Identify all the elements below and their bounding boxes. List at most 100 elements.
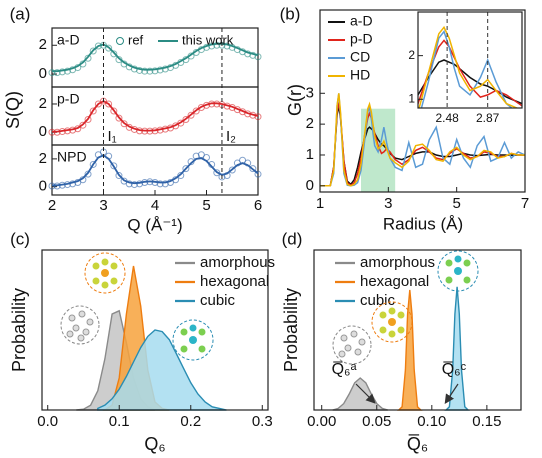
ref-point [94,100,102,108]
x-tick-label: 0.10 [417,413,446,430]
inset-series-line [420,30,513,108]
ref-point [254,113,262,121]
distribution-area [397,289,423,411]
distribution-area [332,377,388,411]
ref-point [254,53,262,61]
ref-point [110,162,118,170]
x-tick-label: 5 [452,195,460,212]
y-tick-label: 0 [39,123,47,140]
subpanel-label: p-D [57,91,80,107]
y-axis-label: G(r) [285,84,305,116]
subpanel-label: a-D [57,32,80,48]
ref-point [89,47,97,55]
ref-point [53,69,61,77]
ref-point [79,121,87,129]
ref-point [110,107,118,115]
inset-frame [417,11,523,109]
ref-point [254,170,262,178]
y-tick-label: 2 [408,48,415,62]
x-tick-label: 5 [202,197,210,214]
y-axis-label: S(Q) [3,91,23,129]
x-tick-label: 0.0 [37,413,58,430]
x-axis-label: Q̅₆ [407,434,428,454]
x-tick-label: 3 [384,195,392,212]
subpanel-label: NPD [57,149,87,165]
inset-series-line [418,25,519,108]
ref-point [84,116,92,124]
y-tick-label: 0 [306,177,314,194]
y-tick-label: 3 [306,84,314,101]
x-tick-label: 0.2 [180,413,201,430]
x-tick-label: 2 [48,197,56,214]
icon-hexagonal [371,301,413,343]
series-line [320,93,525,187]
x-tick-label: 0.05 [362,413,391,430]
ref-point [48,69,56,77]
arrow [355,383,376,404]
icon-cubic [172,319,214,361]
x-tick-label: 1 [316,195,324,212]
panel-label: (a) [10,4,31,23]
ref-point [115,114,123,122]
fit-line [52,154,259,187]
legend-label: HD [350,67,370,83]
ref-point [156,180,164,188]
legend-label: this work [182,32,234,47]
legend-label: hexagonal [200,273,269,290]
molecule-icons [60,250,479,365]
inset-lines [418,25,522,108]
legend-label: p-D [350,31,373,47]
ref-point [182,165,190,173]
x-tick-label: 6 [254,197,262,214]
y-tick-label: 1 [306,146,314,163]
fit-line [52,42,259,73]
series-line [320,93,526,187]
icon-cubic [437,250,479,292]
annotation: Q̅₆ᵃ [332,360,358,378]
legend-label: ref [128,32,144,47]
inset-x-tick-label: 2.87 [476,111,500,125]
legend-label: amorphous [360,254,435,271]
plot-frame [319,9,526,193]
x-tick-label: 0.3 [252,413,273,430]
ref-point [213,41,221,49]
plot-frame [313,249,522,411]
y-tick-label: 2 [39,36,47,53]
ref-point [130,181,138,189]
ref-point [110,50,118,58]
distribution-area [444,286,470,411]
legend-label: CD [350,49,370,65]
ref-point [105,100,113,108]
y-axis-label: Probability [9,288,29,372]
legend-label: amorphous [200,254,275,271]
y-tick-label: 2 [306,115,314,132]
ref-point [105,44,113,52]
ref-point [146,67,154,75]
legend-label: a-D [350,13,373,29]
distribution-area [97,329,227,411]
inset-x-tick-label: 2.48 [435,111,459,125]
ref-point [249,165,257,173]
plot-frame [41,249,269,411]
x-tick-label: 3 [99,197,107,214]
ref-point [182,116,190,124]
fit-line [52,100,259,133]
x-tick-label: 0.1 [109,413,130,430]
y-tick-label: 0 [39,65,47,82]
ref-point [156,66,164,74]
y-tick-label: 2 [39,150,47,167]
y-tick-label: 1 [408,91,415,105]
ref-point [141,67,149,75]
legend-marker [116,37,124,45]
ref-point [63,67,71,75]
y-axis-label: Probability [281,288,301,372]
ref-point [136,66,144,74]
x-tick-label: 7 [521,195,529,212]
x-tick-label: 4 [151,197,159,214]
ref-point [228,166,236,174]
x-axis-label: Radius (Å) [383,214,463,233]
ref-point [192,107,200,115]
legend-label: hexagonal [360,273,429,290]
arrow [444,383,459,404]
